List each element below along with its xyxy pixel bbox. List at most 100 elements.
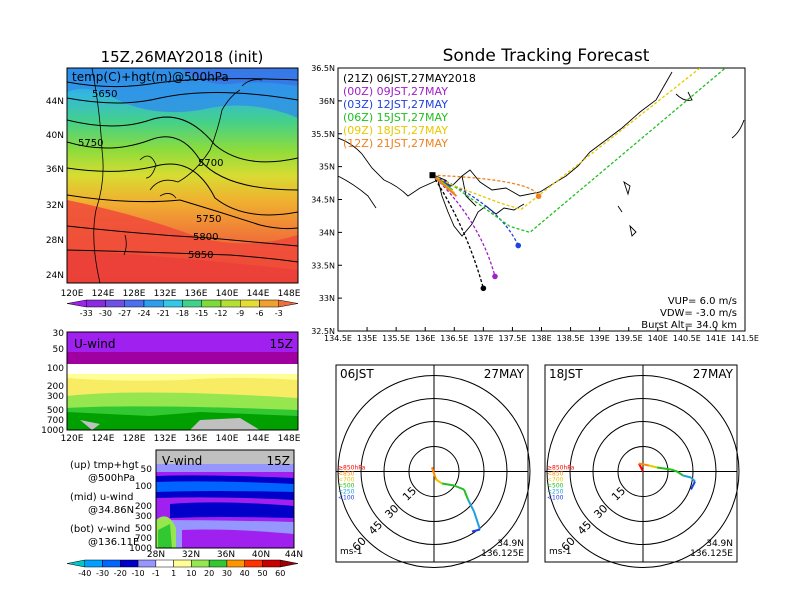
- v-p-axis: 50 100 200 300 500 700 1000: [129, 465, 152, 554]
- hodograph-segment: [670, 468, 678, 473]
- lon-tick-label: 128E: [123, 289, 146, 299]
- hodograph-segment: [453, 484, 465, 491]
- lon-tick-label: 136E: [185, 289, 208, 299]
- sonde-track: [432, 174, 496, 277]
- colorbar-swatch: [240, 299, 260, 308]
- contour-label: 5750: [196, 214, 221, 225]
- colorbar-swatch: [143, 299, 164, 308]
- sonde-track: [432, 174, 540, 197]
- hodograph-segment: [648, 464, 658, 469]
- colorbar-label: -20: [114, 569, 127, 578]
- colorbar-label: -40: [78, 569, 91, 578]
- colorbar-label: -18: [176, 309, 189, 318]
- hodograph-segment: [435, 478, 443, 485]
- sonde-track: [431, 174, 484, 289]
- contour-label: 5850: [188, 250, 213, 261]
- lat-tick-label: 36N: [319, 97, 335, 106]
- p-tick-label: 1000: [41, 426, 64, 436]
- hodograph-unit: ms-1: [340, 547, 362, 557]
- temp-lon-axis: 120E 124E 128E 132E 136E 140E 144E 148E: [61, 289, 301, 299]
- lat-tick-label: 44N: [46, 97, 64, 107]
- hodograph-date: 27MAY: [484, 367, 525, 381]
- sonde-track: [432, 68, 702, 211]
- lon-tick-label: 136.5E: [440, 334, 468, 343]
- u-wind-time: 15Z: [270, 337, 294, 351]
- p-tick-label: 500: [135, 524, 152, 534]
- level-label: <500: [338, 483, 355, 490]
- lon-tick-label: 124E: [92, 289, 115, 299]
- lon-tick-label: 120E: [61, 289, 84, 299]
- colorbar-label: -27: [118, 309, 131, 318]
- p-tick-label: 300: [135, 512, 152, 522]
- temp-map: temp(C)+hgt(m)@500hPa 5650 5750 5700 575…: [66, 67, 299, 284]
- note-mid-1: (mid) u-wind: [70, 492, 133, 503]
- hodograph-segment: [638, 463, 644, 472]
- hodograph-segment: [467, 499, 475, 512]
- hodograph-time: 06JST: [340, 367, 374, 381]
- ascent-params: VUP= 6.0 m/s VDW= -3.0 m/s Burst Alt= 34…: [641, 296, 737, 331]
- colorbar-swatch: [259, 299, 279, 308]
- lon-tick-label: 138E: [531, 334, 551, 343]
- lon-tick-label: 135.5E: [382, 334, 410, 343]
- sonde-ascent: [431, 174, 458, 197]
- colorbar-label: -10: [132, 569, 145, 578]
- colorbar-label: -12: [214, 309, 227, 318]
- landing-point: [480, 285, 487, 292]
- p-tick-label: 50: [141, 465, 153, 475]
- landing-point: [515, 242, 522, 249]
- coastline: [629, 224, 637, 237]
- init-title: 15Z,26MAY2018 (init): [101, 48, 264, 66]
- u-wind-panel: U-wind 15Z: [66, 331, 299, 431]
- p-tick-label: 200: [47, 382, 64, 392]
- lon-tick-label: 144E: [247, 434, 270, 444]
- vdw-value: VDW= -3.0 m/s: [660, 308, 737, 319]
- tracking-map: 134.5E 135E 135.5E 136E 136.5E 137E 137.5E 138E…: [311, 64, 759, 343]
- colorbar-swatch: [120, 559, 139, 568]
- colorbar-swatch: [137, 559, 157, 568]
- legend-entry-21z: (21Z) 06JST,27MAY2018: [343, 72, 476, 85]
- level-label: <250: [547, 489, 564, 496]
- level-label: <500: [547, 483, 564, 490]
- coastline: [338, 71, 673, 197]
- hodograph-segment: [690, 481, 696, 490]
- lon-tick-label: 140E: [216, 289, 239, 299]
- level-label: <850: [338, 471, 355, 478]
- colorbar-label: -33: [80, 309, 93, 318]
- colorbar-label: -21: [157, 309, 170, 318]
- u-p-axis: 30 50 100 200 300 500 700 1000: [41, 329, 64, 436]
- contour-labels: 5650 5750 5700 5750 5800 5850: [78, 89, 223, 261]
- lat-tick-label: 24N: [46, 271, 64, 281]
- coastline: [623, 180, 631, 196]
- colorbar-label: -15: [195, 309, 208, 318]
- contour-label: 5650: [92, 89, 117, 100]
- v-wind-panel: V-wind 15Z: [155, 449, 295, 549]
- hodograph-lat: 34.9N: [497, 539, 524, 549]
- landing-point: [492, 273, 498, 280]
- coastline: [437, 179, 525, 237]
- colorbar-swatch: [220, 299, 241, 308]
- legend-entry-03z: (03Z) 12JST,27MAY: [343, 98, 448, 111]
- p-tick-label: 200: [135, 502, 152, 512]
- p-tick-label: 50: [53, 345, 65, 355]
- p-tick-label: 700: [47, 416, 64, 426]
- lon-tick-label: 136E: [415, 334, 435, 343]
- lat-tick-label: 36N: [46, 165, 64, 175]
- colorbar-swatch: [208, 559, 228, 568]
- colorbar-label: -9: [236, 309, 244, 318]
- lon-tick-label: 134.5E: [324, 334, 352, 343]
- level-label: <250: [338, 489, 355, 496]
- coastline: [731, 119, 745, 139]
- p-tick-label: 1000: [129, 544, 152, 554]
- lon-tick-label: 140E: [648, 334, 668, 343]
- colorbar-label: 40: [240, 569, 250, 578]
- colorbar-label: 30: [222, 569, 232, 578]
- lon-tick-label: 144E: [247, 289, 270, 299]
- lat-tick-label: 32.5N: [311, 327, 335, 336]
- hodograph-segment: [638, 462, 650, 467]
- contour-label: 5700: [198, 158, 223, 169]
- hodograph-unit: ms-1: [549, 547, 571, 557]
- level-label: <850: [547, 471, 564, 478]
- legend-entry-06z: (06Z) 15JST,27MAY: [343, 111, 448, 124]
- lon-tick-label: 139.5E: [615, 334, 643, 343]
